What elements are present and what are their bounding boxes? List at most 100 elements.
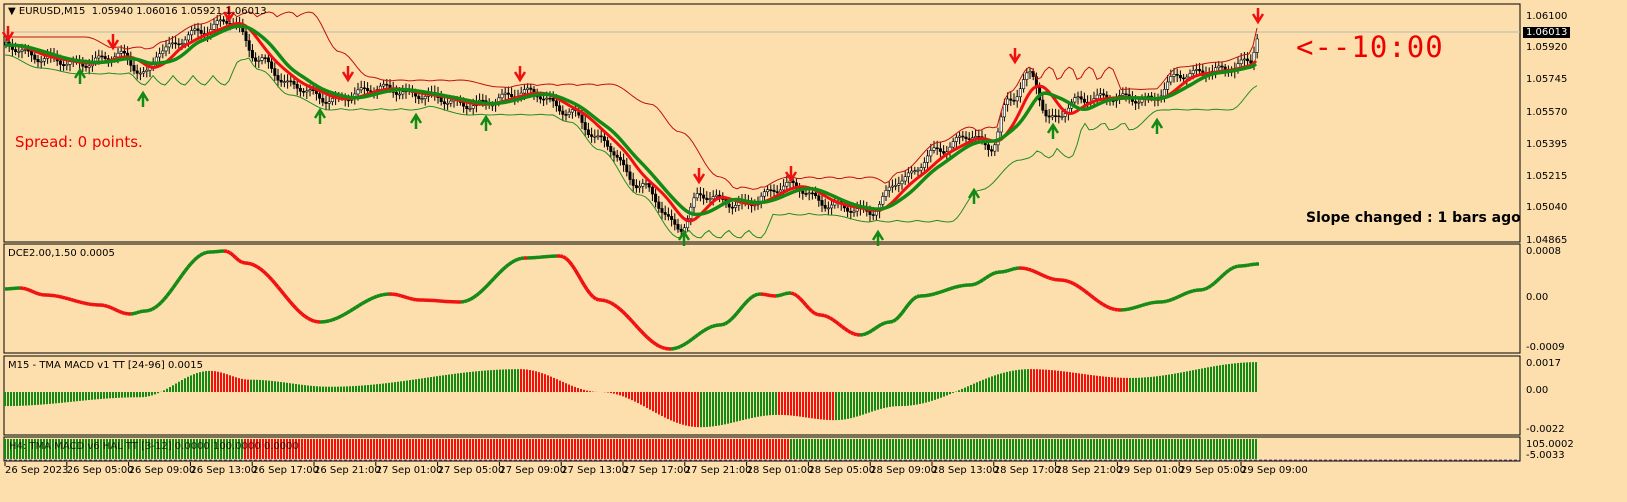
dce-segment — [1102, 302, 1107, 308]
slope-status: Slope changed : 1 bars ago — [1306, 210, 1521, 226]
dce-segment — [403, 295, 408, 300]
candle-body — [558, 105, 562, 112]
candle-body — [695, 193, 699, 199]
dce-segment — [1224, 268, 1231, 274]
candle-body — [692, 197, 696, 208]
green-up-arrow-icon — [136, 90, 150, 107]
dce-segment — [364, 298, 369, 304]
dce-segment — [192, 256, 199, 262]
candle-body — [990, 149, 994, 152]
candle-body — [30, 50, 34, 56]
candle-body — [1050, 115, 1054, 118]
candle-body — [1047, 115, 1051, 118]
dce-segment — [880, 321, 885, 327]
dce-segment — [639, 329, 646, 336]
candle-body — [1169, 76, 1173, 83]
dce-segment — [489, 277, 496, 283]
candle-body — [225, 21, 229, 24]
macd-label: M15 - TMA MACD v1 TT [24-96] 0.0015 — [8, 360, 203, 371]
candle-body — [257, 60, 261, 62]
candle-body — [270, 61, 274, 69]
dce-segment — [148, 307, 153, 313]
candle-body — [97, 55, 101, 59]
candle-body — [20, 49, 24, 52]
candle-body — [772, 189, 776, 192]
dce-segment — [1192, 288, 1197, 293]
dce-segment — [985, 274, 990, 280]
candle-body — [711, 196, 715, 200]
dce-segment — [564, 257, 571, 263]
lower-channel — [4, 54, 1258, 239]
candle-body — [186, 34, 190, 41]
dce-segment — [313, 319, 318, 324]
candle-body — [599, 135, 603, 138]
candle-body — [801, 190, 805, 194]
dce-segment — [177, 274, 184, 281]
candle-body — [887, 186, 891, 191]
dce-segment — [604, 298, 609, 304]
candle-body — [222, 19, 226, 22]
green-up-arrow-icon — [409, 112, 423, 129]
dce-segment — [189, 259, 196, 265]
candle-body — [1098, 93, 1102, 96]
dce-segment — [1171, 296, 1176, 302]
time-tick: 27 Sep 01:00 — [375, 465, 443, 476]
dce-segment — [199, 252, 204, 257]
red-down-arrow-icon — [106, 34, 120, 51]
dce-segment — [1147, 301, 1152, 306]
dce-segment — [790, 291, 795, 296]
dce-segment — [1108, 305, 1113, 311]
dce-segment — [195, 253, 202, 260]
candle-body — [1009, 98, 1013, 101]
candle-body — [398, 93, 402, 96]
dce-segment — [508, 260, 513, 266]
candle-body — [804, 193, 808, 195]
candle-body — [1012, 99, 1016, 102]
dce-segment — [630, 320, 637, 326]
dce-segment — [1189, 289, 1194, 294]
dce-segment — [337, 314, 342, 320]
candle-body — [548, 97, 552, 100]
candle-body — [1028, 71, 1032, 74]
candle-body — [638, 185, 642, 189]
dce-segment — [282, 293, 289, 300]
dce-segment — [168, 286, 175, 293]
dce-segment — [916, 294, 921, 299]
candle-body — [174, 42, 178, 45]
dce-segment — [979, 278, 984, 284]
dce-segment — [747, 295, 754, 301]
dce-segment — [661, 345, 666, 351]
candle-body — [366, 88, 370, 92]
candle-body — [1198, 69, 1202, 72]
dce-segment — [64, 296, 69, 301]
green-up-arrow-icon — [871, 229, 885, 246]
candle-body — [1255, 38, 1259, 53]
dce-segment — [165, 290, 172, 297]
candle-body — [625, 164, 629, 173]
time-tick: 28 Sep 21:00 — [1055, 465, 1123, 476]
dce-segment — [1204, 286, 1209, 291]
dce-segment — [1012, 266, 1017, 271]
candle-body — [1076, 96, 1080, 99]
dce-segment — [871, 327, 876, 332]
dce-segment — [934, 291, 939, 296]
dce-segment — [162, 294, 169, 301]
candle-body — [324, 101, 328, 104]
candle-body — [609, 146, 613, 152]
candle-body — [852, 210, 856, 213]
candle-body — [500, 93, 504, 99]
candle-body — [734, 205, 738, 208]
dce-segment — [906, 300, 913, 307]
candle-body — [679, 228, 683, 232]
candle-body — [193, 28, 197, 31]
dce-segment — [234, 256, 241, 262]
triangle-down-icon[interactable]: ▼ — [8, 6, 19, 17]
candle-body — [881, 196, 885, 205]
dce-segment — [31, 289, 36, 295]
candle-body — [254, 57, 258, 62]
candle-body — [84, 65, 88, 68]
candle-body — [1217, 65, 1221, 69]
candle-body — [330, 98, 334, 102]
dce-segment — [991, 271, 996, 276]
